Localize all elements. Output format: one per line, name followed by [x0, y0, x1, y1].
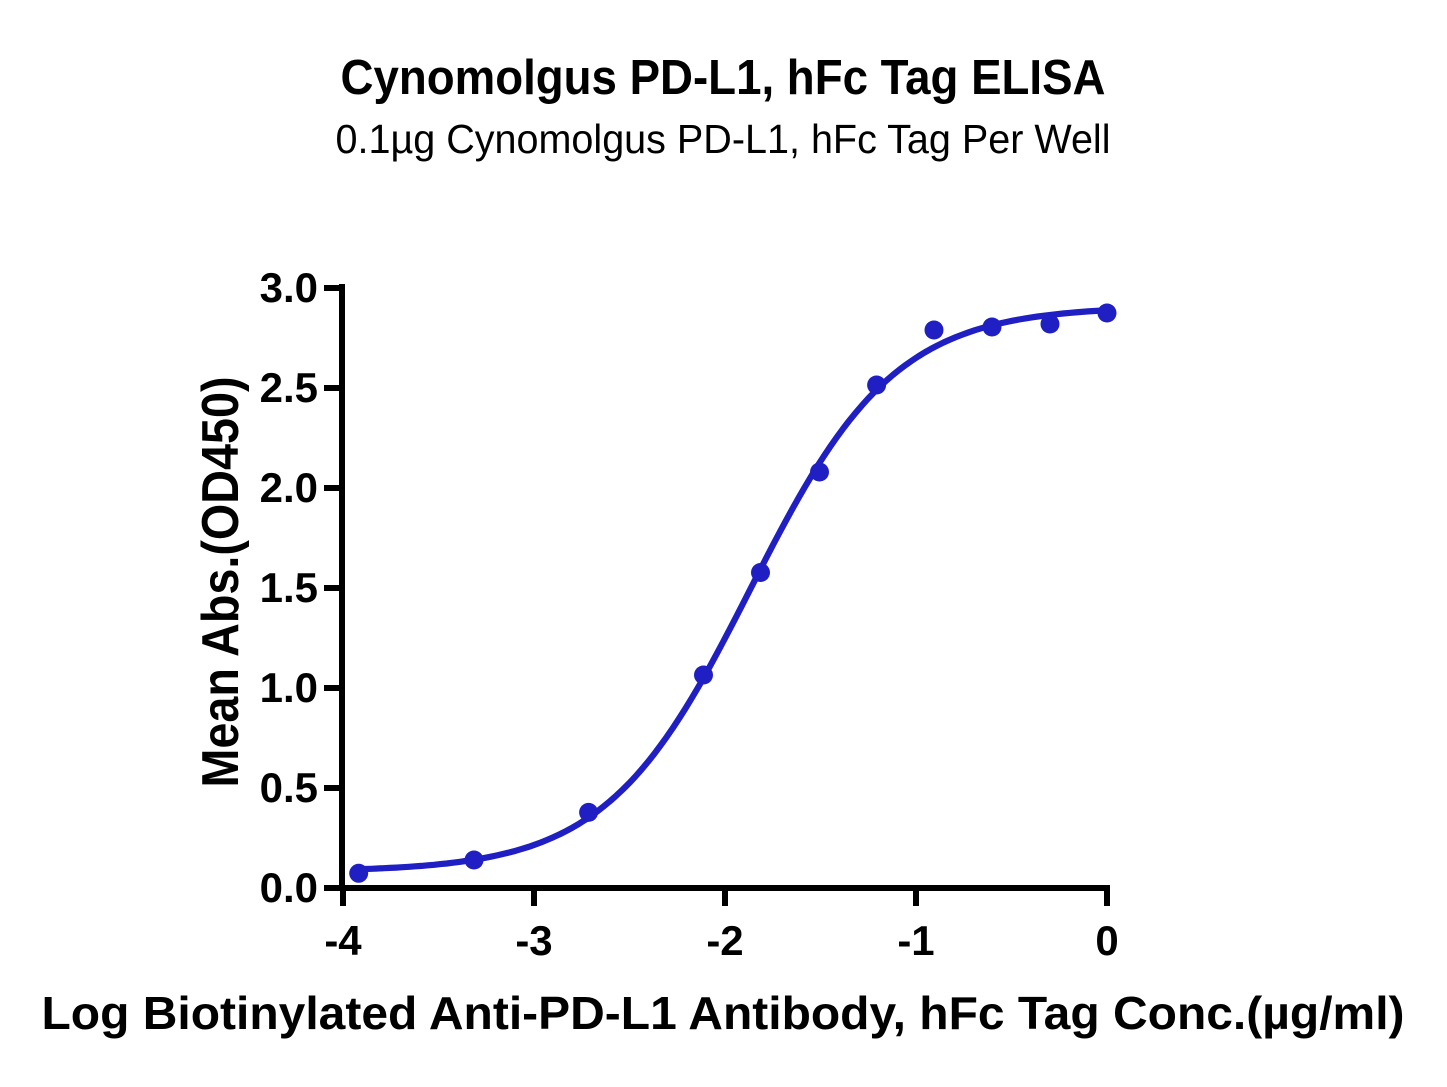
svg-text:-1: -1 [897, 917, 934, 964]
svg-text:Cynomolgus PD-L1, hFc Tag ELIS: Cynomolgus PD-L1, hFc Tag ELISA [341, 51, 1106, 105]
svg-text:Mean Abs.(OD450): Mean Abs.(OD450) [192, 377, 250, 788]
svg-text:2.5: 2.5 [260, 364, 318, 411]
svg-text:1.0: 1.0 [260, 664, 318, 711]
svg-text:2.0: 2.0 [260, 464, 318, 511]
svg-text:0.5: 0.5 [260, 764, 318, 811]
svg-text:-4: -4 [324, 917, 362, 964]
svg-text:3.0: 3.0 [260, 264, 318, 311]
svg-text:Log Biotinylated Anti-PD-L1 An: Log Biotinylated Anti-PD-L1 Antibody, hF… [42, 987, 1405, 1039]
svg-text:-2: -2 [706, 917, 743, 964]
svg-text:-3: -3 [515, 917, 552, 964]
svg-text:0.0: 0.0 [260, 864, 318, 911]
svg-text:0: 0 [1095, 917, 1118, 964]
svg-text:0.1µg Cynomolgus PD-L1, hFc Ta: 0.1µg Cynomolgus PD-L1, hFc Tag Per Well [336, 116, 1111, 162]
svg-text:1.5: 1.5 [260, 564, 318, 611]
